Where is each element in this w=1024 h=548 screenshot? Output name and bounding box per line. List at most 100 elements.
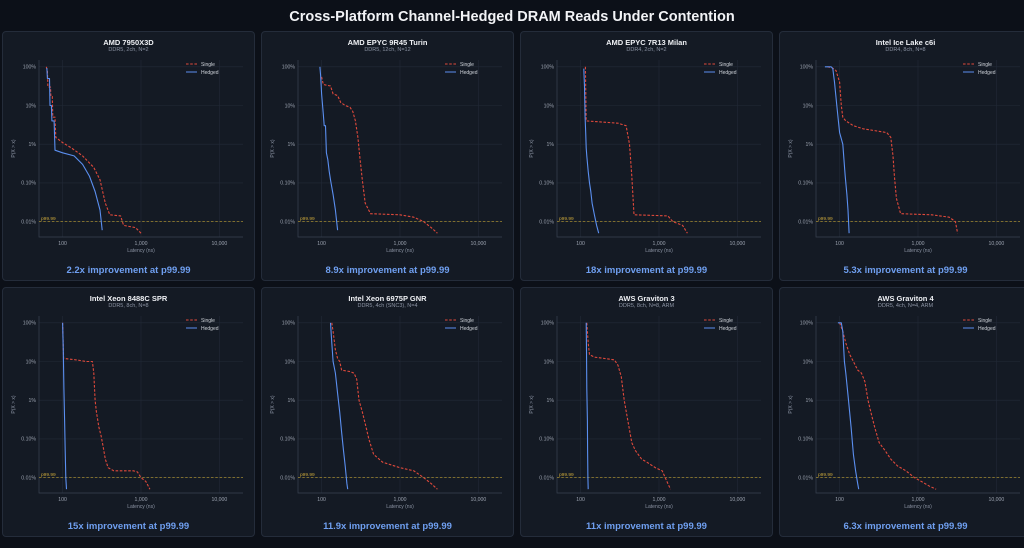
p9999-label: p99.99	[559, 216, 574, 222]
improvement-label: 6.3x improvement at p99.99	[843, 521, 968, 532]
x-tick-label: 100	[58, 241, 67, 247]
y-tick-label: 0.01%	[21, 475, 36, 481]
chart-subtitle: DDR4, 8ch, N=8	[885, 47, 926, 53]
chart-panel: AWS Graviton 4 DDR5, 4ch, N=4, ARM 100% 10%…	[779, 287, 1024, 537]
p9999-label: p99.99	[818, 216, 833, 222]
x-tick-label: 10,000	[729, 241, 745, 247]
x-tick-label: 1,000	[394, 241, 407, 247]
y-tick-label: 10%	[544, 103, 555, 109]
x-axis-label: Latency (ns)	[127, 504, 155, 510]
legend-label: Single	[978, 62, 992, 68]
chart-subtitle: DDR4, 2ch, N=2	[626, 47, 667, 53]
x-tick-label: 1,000	[653, 497, 666, 503]
x-axis-label: Latency (ns)	[904, 248, 932, 254]
improvement-label: 15x improvement at p99.99	[67, 521, 190, 532]
y-tick-label: 0.10%	[21, 181, 36, 187]
y-tick-label: 0.10%	[21, 437, 36, 443]
chart-panel: Intel Ice Lake c6i DDR4, 8ch, N=8 100% 10% 1…	[779, 31, 1024, 281]
chart-subtitle: DDR5, 2ch, N=2	[108, 47, 149, 53]
series-line-single	[62, 322, 151, 490]
legend-label: Single	[201, 318, 215, 324]
x-tick-label: 100	[58, 497, 67, 503]
series-line-single	[827, 66, 959, 234]
y-tick-label: 10%	[285, 103, 296, 109]
chart-panel: AWS Graviton 3 DDR5, 8ch, N=8, ARM 100% 10%…	[520, 287, 773, 537]
y-tick-label: 1%	[288, 398, 296, 404]
x-tick-label: 100	[835, 497, 844, 503]
x-tick-label: 10,000	[470, 497, 486, 503]
y-axis-label: P(X > x)	[529, 395, 535, 414]
legend-label: Hedged	[719, 70, 737, 76]
chart-panel: Intel Xeon 8488C SPR DDR5, 8ch, N=8 100% 10…	[2, 287, 255, 537]
x-tick-label: 10,000	[211, 241, 227, 247]
legend-label: Single	[978, 318, 992, 324]
series-line-hedged	[837, 322, 860, 490]
p9999-label: p99.99	[559, 472, 574, 478]
series-line-single	[321, 76, 438, 234]
series-line-hedged	[62, 322, 68, 490]
y-tick-label: 100%	[282, 321, 296, 327]
x-tick-label: 1,000	[394, 497, 407, 503]
legend-label: Hedged	[719, 326, 737, 332]
axis-frame	[815, 316, 1020, 494]
y-tick-label: 100%	[23, 321, 37, 327]
chart-svg: 100% 10% 1% 0.10% 0.01% 100 1,000 10,000 Latency…	[270, 60, 502, 254]
x-tick-label: 10,000	[988, 241, 1004, 247]
legend-label: Single	[201, 62, 215, 68]
y-axis-label: P(X > x)	[11, 139, 17, 158]
y-tick-label: 1%	[547, 142, 555, 148]
y-axis-label: P(X > x)	[11, 395, 17, 414]
p9999-label: p99.99	[300, 472, 315, 478]
y-tick-label: 1%	[547, 398, 555, 404]
y-axis-label: P(X > x)	[529, 139, 535, 158]
p9999-label: p99.99	[41, 472, 56, 478]
chart-svg: 100% 10% 1% 0.10% 0.01% 100 1,000 10,000 Latency…	[11, 60, 243, 254]
series-line-single	[839, 322, 937, 490]
x-tick-label: 100	[317, 241, 326, 247]
improvement-label: 5.3x improvement at p99.99	[843, 265, 968, 276]
y-tick-label: 10%	[285, 359, 296, 365]
chart-subtitle: DDR5, 4ch (SNC3), N=4	[357, 303, 418, 309]
axis-frame	[556, 60, 761, 238]
chart-subtitle: DDR5, 8ch, N=8, ARM	[618, 303, 675, 309]
chart-title: Intel Xeon 6975P GNR	[348, 294, 427, 303]
x-tick-label: 1,000	[912, 241, 925, 247]
x-axis-label: Latency (ns)	[127, 248, 155, 254]
y-tick-label: 100%	[23, 65, 37, 71]
chart-subtitle: DDR5, 4ch, N=4, ARM	[877, 303, 934, 309]
chart-svg: 100% 10% 1% 0.10% 0.01% 100 1,000 10,000 Latency…	[788, 60, 1020, 254]
series-line-single	[331, 322, 438, 490]
legend-label: Hedged	[201, 70, 219, 76]
legend-label: Hedged	[978, 326, 996, 332]
improvement-label: 11x improvement at p99.99	[586, 521, 707, 532]
x-tick-label: 10,000	[729, 497, 745, 503]
x-tick-label: 1,000	[912, 497, 925, 503]
axis-frame	[556, 316, 761, 494]
y-axis-label: P(X > x)	[788, 139, 794, 158]
chart-panel: Intel Xeon 6975P GNR DDR5, 4ch (SNC3), N=…	[261, 287, 514, 537]
x-tick-label: 100	[835, 241, 844, 247]
y-tick-label: 10%	[26, 359, 37, 365]
axis-frame	[38, 316, 243, 494]
series-line-hedged	[319, 66, 339, 231]
chart-title: Intel Ice Lake c6i	[875, 38, 936, 47]
x-tick-label: 1,000	[135, 497, 148, 503]
p9999-label: p99.99	[41, 216, 56, 222]
chart-subtitle: DDR5, 8ch, N=8	[108, 303, 149, 309]
legend-label: Hedged	[460, 326, 478, 332]
y-tick-label: 1%	[288, 142, 296, 148]
legend-label: Single	[460, 62, 474, 68]
legend-label: Hedged	[201, 326, 219, 332]
series-line-single	[586, 322, 671, 490]
chart-title: AMD EPYC 7R13 Milan	[606, 38, 687, 47]
axis-frame	[815, 60, 1020, 238]
y-tick-label: 10%	[803, 359, 814, 365]
x-tick-label: 100	[576, 497, 585, 503]
y-tick-label: 0.10%	[280, 181, 295, 187]
chart-title: AWS Graviton 4	[877, 294, 934, 303]
y-tick-label: 100%	[541, 321, 555, 327]
axis-frame	[297, 60, 502, 238]
improvement-label: 2.2x improvement at p99.99	[66, 265, 191, 276]
y-tick-label: 1%	[29, 398, 37, 404]
x-tick-label: 1,000	[653, 241, 666, 247]
